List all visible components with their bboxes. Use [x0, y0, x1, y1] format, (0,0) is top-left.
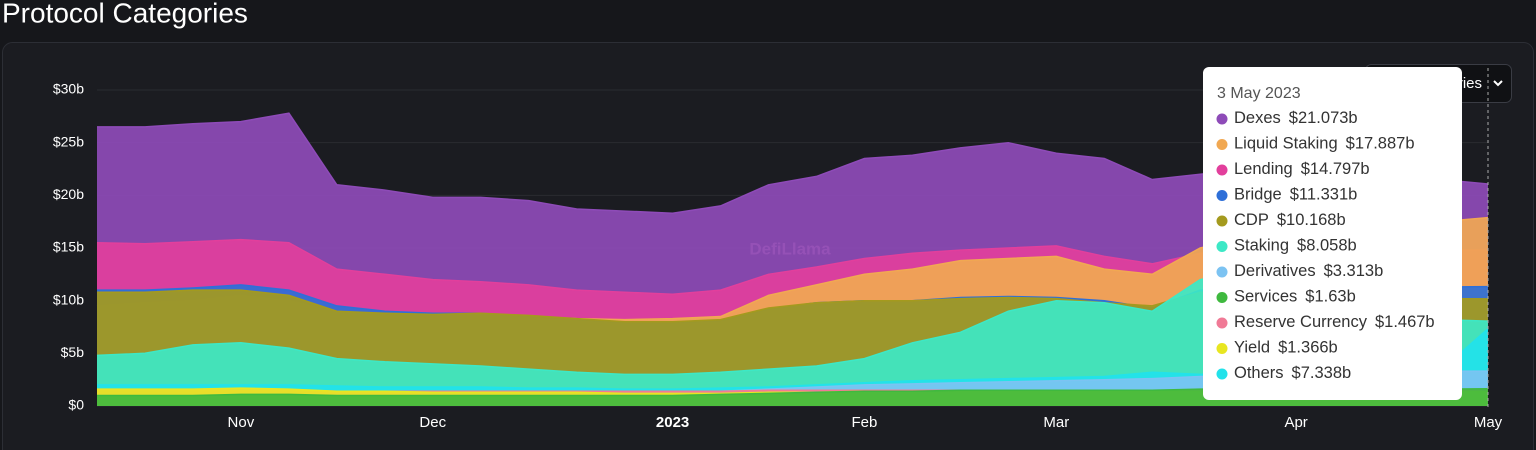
legend-entry: Others $7.338b [1234, 364, 1351, 382]
x-tick-label: Feb [852, 414, 878, 431]
legend-entry: Derivatives $3.313b [1234, 262, 1383, 280]
legend-entry: Reserve Currency $1.467b [1234, 313, 1435, 331]
legend-entry: Dexes $21.073b [1234, 109, 1358, 127]
legend-name: Staking [1234, 237, 1289, 255]
area [97, 388, 1488, 406]
legend-entry: Yield $1.366b [1234, 339, 1338, 357]
chevron [1493, 80, 1503, 87]
y-tick-label: $30b [53, 81, 84, 97]
tooltip-date: 3 May 2023 [1217, 85, 1301, 102]
legend-value: $17.887b [1346, 135, 1415, 153]
legend-value: $1.63b [1305, 288, 1355, 306]
legend-dot [1216, 266, 1228, 278]
legend-name: Bridge [1234, 186, 1282, 204]
plot-area [96, 89, 1489, 407]
tooltip-box [1203, 67, 1462, 400]
legend-dot [1216, 164, 1228, 176]
legend-entry: CDP $10.168b [1234, 211, 1346, 229]
legend-value: $11.331b [1290, 186, 1358, 204]
y-tick-label: $10b [53, 291, 84, 307]
area [97, 271, 1488, 406]
legend-value: $7.338b [1292, 364, 1352, 382]
legend-value: $14.797b [1301, 160, 1370, 178]
y-tick-label: $15b [53, 239, 84, 255]
legend-dot [1216, 343, 1228, 354]
legend-dot [1216, 113, 1228, 125]
y-tick-label: $5b [61, 344, 85, 360]
x-tick-label: Apr [1284, 414, 1307, 431]
legend-name: Dexes [1234, 109, 1281, 127]
chart-title: Protocol Categories [2, 0, 248, 28]
legend-entry: Lending $14.797b [1234, 160, 1370, 178]
x-tick-label: Mar [1043, 414, 1069, 431]
legend-name: Others [1234, 364, 1284, 382]
legend-name: Derivatives [1234, 262, 1316, 280]
legend-entry: Staking $8.058b [1234, 237, 1357, 255]
legend-dot [1216, 317, 1228, 329]
legend-value: $1.366b [1278, 339, 1338, 357]
x-tick-label: 2023 [656, 414, 689, 431]
legend-entry: Liquid Staking $17.887b [1234, 135, 1415, 153]
x-tick-label: Dec [419, 414, 446, 431]
legend-value: $21.073b [1289, 109, 1358, 127]
y-tick-label: $0 [68, 397, 84, 413]
y-tick-label: $20b [53, 186, 84, 202]
watermark: DefiLlama [749, 239, 831, 258]
legend-value: $1.467b [1375, 313, 1435, 331]
tooltip: 3 May 2023 Dexes $21.073b Liquid Staking $1… [1203, 67, 1462, 400]
x-tick-label: Nov [228, 414, 255, 431]
legend-dot [1216, 241, 1228, 252]
legend-value: $10.168b [1277, 211, 1346, 229]
legend-name: Services [1234, 288, 1297, 306]
legend-dot [1216, 215, 1228, 227]
legend-dot [1216, 139, 1228, 150]
legend-value: $8.058b [1297, 237, 1357, 255]
legend-entry: Services $1.63b [1234, 288, 1356, 306]
legend-name: CDP [1234, 211, 1269, 229]
y-tick-label: $25b [53, 133, 84, 149]
legend-name: Lending [1234, 160, 1293, 178]
legend-name: Liquid Staking [1234, 135, 1338, 153]
x-tick-label: May [1474, 414, 1503, 431]
legend-dot [1216, 368, 1228, 380]
legend-dot [1216, 292, 1228, 303]
legend-entry: Bridge $11.331b [1234, 186, 1357, 204]
legend-name: Reserve Currency [1234, 313, 1368, 331]
legend-value: $3.313b [1324, 262, 1384, 280]
legend-name: Yield [1234, 339, 1270, 357]
legend-dot [1216, 190, 1228, 201]
